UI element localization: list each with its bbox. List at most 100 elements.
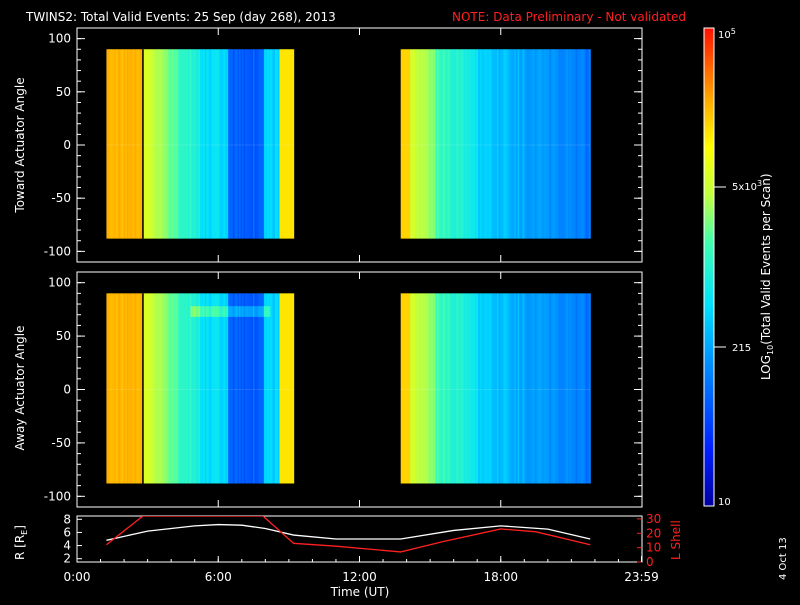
heatmap-band xyxy=(238,306,242,317)
heatmap-column xyxy=(487,293,490,484)
heatmap-column xyxy=(234,49,237,239)
heatmap-column xyxy=(207,49,210,239)
heatmap-column xyxy=(574,293,577,484)
heatmap-column xyxy=(583,293,587,484)
heatmap-column xyxy=(200,293,203,484)
heatmap-column xyxy=(457,49,460,239)
heatmap-column xyxy=(509,293,512,484)
heatmap-column xyxy=(515,293,519,484)
heatmap-column xyxy=(159,49,162,239)
heatmap-band xyxy=(223,306,226,317)
heatmap-column xyxy=(498,49,501,239)
heatmap-band xyxy=(204,306,207,317)
heatmap-column xyxy=(182,49,186,239)
heatmap-column xyxy=(440,49,443,239)
heatmap-band xyxy=(232,306,235,317)
heatmap-band xyxy=(221,306,224,317)
panel-away-ylabel: Away Actuator Angle xyxy=(13,325,27,450)
heatmap-column xyxy=(490,49,493,239)
heatmap-column xyxy=(212,49,215,239)
heatmap-column xyxy=(259,293,262,484)
heatmap-column xyxy=(150,293,153,484)
heatmap-column xyxy=(178,49,181,239)
lshell-tick-label: 10 xyxy=(646,541,661,555)
heatmap-column xyxy=(184,49,187,239)
heatmap-band xyxy=(260,306,263,317)
heatmap-column xyxy=(256,293,259,484)
heatmap-column xyxy=(221,293,224,484)
heatmap-column xyxy=(115,293,118,484)
heatmap-away xyxy=(106,293,591,484)
heatmap-column xyxy=(414,293,418,484)
heatmap-column xyxy=(146,49,150,239)
heatmap-column xyxy=(246,49,249,239)
heatmap-column xyxy=(579,293,582,484)
heatmap-column xyxy=(427,49,430,239)
heatmap-column xyxy=(185,293,189,484)
heatmap-column xyxy=(195,49,198,239)
heatmap-column xyxy=(541,49,544,239)
heatmap-column xyxy=(134,293,137,484)
heatmap-column xyxy=(571,49,574,239)
heatmap-column xyxy=(187,49,190,239)
r-tick-label: 4 xyxy=(63,539,71,553)
heatmap-column xyxy=(143,293,147,484)
heatmap-band xyxy=(198,306,201,317)
heatmap-column xyxy=(151,49,154,239)
heatmap-column xyxy=(471,49,474,239)
heatmap-band xyxy=(228,306,231,317)
heatmap-column xyxy=(209,49,212,239)
heatmap-band xyxy=(253,306,256,317)
heatmap-column xyxy=(137,49,140,239)
heatmap-column xyxy=(281,49,284,239)
heatmap-column xyxy=(281,293,284,484)
heatmap-column xyxy=(198,49,201,239)
heatmap-column xyxy=(533,49,536,239)
heatmap-column xyxy=(195,293,198,484)
heatmap-column xyxy=(206,49,209,239)
heatmap-column xyxy=(580,49,583,239)
heatmap-column xyxy=(192,49,195,239)
heatmap-column xyxy=(582,293,585,484)
heatmap-column xyxy=(251,293,254,484)
heatmap-column xyxy=(544,293,547,484)
y-tick-label: 100 xyxy=(48,32,71,46)
heatmap-column xyxy=(139,293,142,484)
heatmap-column xyxy=(276,49,279,239)
heatmap-column xyxy=(168,49,171,239)
heatmap-column xyxy=(424,293,427,484)
heatmap-column xyxy=(201,49,204,239)
lshell-tick-label: 30 xyxy=(646,512,661,526)
heatmap-column xyxy=(204,293,207,484)
heatmap-column xyxy=(279,293,282,484)
heatmap-column xyxy=(204,49,207,239)
heatmap-column xyxy=(223,49,226,239)
heatmap-column xyxy=(478,293,481,484)
heatmap-column xyxy=(148,49,151,239)
heatmap-column xyxy=(235,49,239,239)
heatmap-band xyxy=(231,306,234,317)
colorbar-frame xyxy=(703,27,715,507)
panel-toward-yaxis: 100 50 0 -50 -100 xyxy=(44,32,642,258)
heatmap-column xyxy=(159,293,162,484)
heatmap-band xyxy=(262,306,265,317)
heatmap-band xyxy=(210,306,214,317)
heatmap-column xyxy=(416,49,419,239)
heatmap-column xyxy=(462,293,465,484)
heatmap-column xyxy=(260,49,263,239)
heatmap-column xyxy=(292,49,295,239)
heatmap-column xyxy=(528,293,531,484)
heatmap-band xyxy=(251,306,254,317)
heatmap-column xyxy=(561,49,564,239)
heatmap-column xyxy=(530,49,533,239)
lshell-axis-label: L Shell xyxy=(669,520,683,560)
r-tick-label: 2 xyxy=(63,552,71,566)
heatmap-column xyxy=(545,49,549,239)
y-tick-label: -50 xyxy=(51,436,71,450)
heatmap-column xyxy=(441,293,444,484)
heatmap-column xyxy=(268,49,271,239)
heatmap-column xyxy=(587,293,590,484)
heatmap-column xyxy=(462,49,465,239)
heatmap-column xyxy=(223,293,226,484)
heatmap-column xyxy=(482,293,485,484)
